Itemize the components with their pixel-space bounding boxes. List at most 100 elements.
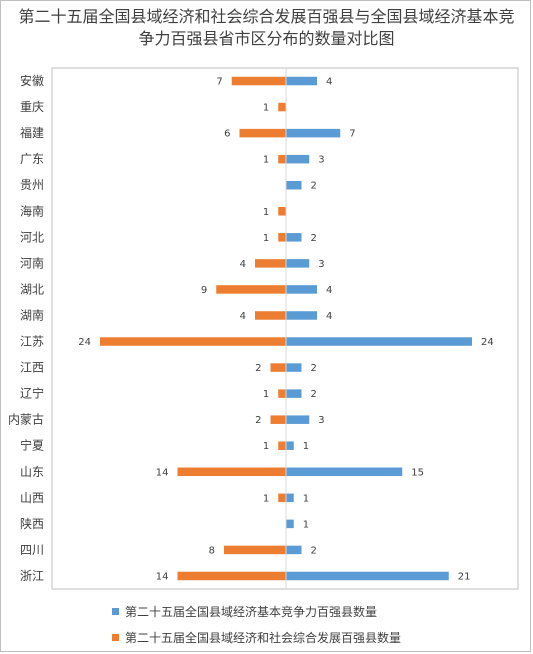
value-label-basic-competitiveness: 1 [303,441,309,452]
chart-title-line-1: 第二十五届全国县域经济和社会综合发展百强县与全国县域经济基本竞 [18,7,515,26]
bar-basic-competitiveness [286,154,310,164]
value-label-composite-development: 1 [263,493,269,504]
bar-composite-development [270,363,286,372]
value-label-basic-competitiveness: 4 [326,311,332,322]
value-label-basic-competitiveness: 21 [458,571,471,582]
value-label-composite-development: 1 [263,155,269,166]
value-label-basic-competitiveness: 7 [349,129,355,140]
value-label-basic-competitiveness: 3 [318,415,324,426]
value-label-composite-development: 2 [255,415,261,426]
value-label-basic-competitiveness: 4 [326,77,332,88]
bar-basic-competitiveness [286,571,449,581]
bar-composite-development [224,545,286,555]
category-label: 江西 [20,361,44,375]
value-label-basic-competitiveness: 4 [326,285,332,296]
value-label-composite-development: 1 [263,103,269,114]
category-label: 山东 [20,465,44,479]
value-label-basic-competitiveness: 1 [303,493,309,504]
value-label-basic-competitiveness: 24 [481,337,494,348]
value-label-composite-development: 4 [240,259,246,270]
category-label: 重庆 [20,100,44,114]
bar-basic-competitiveness [286,128,341,138]
value-label-composite-development: 14 [156,467,169,478]
value-label-composite-development: 1 [263,441,269,452]
category-label: 浙江 [20,569,44,583]
value-label-basic-competitiveness: 2 [311,233,317,244]
bar-basic-competitiveness [286,311,317,320]
bar-composite-development [216,285,286,294]
value-label-composite-development: 4 [240,311,246,322]
value-label-composite-development: 7 [216,77,222,88]
category-label: 广东 [20,152,44,166]
legend-item-series-1: 第二十五届全国县域经济基本竞争力百强县数量 [112,602,401,620]
bar-composite-development [255,259,286,268]
bar-composite-development [278,233,286,242]
category-label: 河北 [20,230,44,244]
legend-swatch-blue [112,607,119,615]
chart-title: 第二十五届全国县域经济和社会综合发展百强县与全国县域经济基本竞 争力百强县省市区… [0,6,533,50]
bar-composite-development [278,441,286,450]
bar-basic-competitiveness [286,76,317,86]
category-label: 四川 [20,543,44,557]
value-label-composite-development: 1 [263,233,269,244]
bar-composite-development [278,389,286,398]
value-label-basic-competitiveness: 2 [311,545,317,556]
bar-composite-development [278,207,286,216]
legend-item-series-2: 第二十五届全国县域经济和社会综合发展百强县数量 [112,628,401,646]
bar-basic-competitiveness [286,363,302,372]
bar-basic-competitiveness [286,259,310,268]
bar-basic-competitiveness [286,233,302,242]
category-label: 湖北 [20,281,44,296]
bar-composite-development [239,128,286,138]
value-label-basic-competitiveness: 1 [303,519,309,530]
value-label-composite-development: 14 [156,571,169,582]
category-label: 江苏 [20,335,44,349]
legend: 第二十五届全国县域经济基本竞争力百强县数量 第二十五届全国县域经济和社会综合发展… [112,602,401,654]
bar-basic-competitiveness [286,519,294,529]
value-label-basic-competitiveness: 3 [318,155,324,166]
category-label: 辽宁 [20,386,44,401]
value-label-composite-development: 1 [263,207,269,218]
value-label-composite-development: 1 [263,389,269,400]
bar-composite-development [177,571,286,581]
bar-basic-competitiveness [286,180,302,190]
bar-composite-development [255,311,286,320]
value-label-basic-competitiveness: 2 [311,389,317,400]
value-label-basic-competitiveness: 2 [311,181,317,192]
bar-basic-competitiveness [286,415,310,424]
category-label: 内蒙古 [8,412,44,427]
value-label-basic-competitiveness: 15 [411,467,424,478]
bar-composite-development [100,337,286,346]
category-label: 陕西 [20,516,44,531]
bar-composite-development [177,467,286,477]
value-label-basic-competitiveness: 3 [318,259,324,270]
value-label-composite-development: 24 [78,337,91,348]
legend-label-series-2: 第二十五届全国县域经济和社会综合发展百强县数量 [125,630,402,645]
legend-label-series-1: 第二十五届全国县域经济基本竞争力百强县数量 [125,604,378,619]
category-label: 福建 [20,125,44,140]
value-label-composite-development: 9 [201,285,207,296]
bar-basic-competitiveness [286,493,294,503]
bar-composite-development [278,154,286,164]
category-label: 宁夏 [20,438,44,453]
bar-basic-competitiveness [286,467,403,477]
plot-area-border [51,67,519,590]
value-label-composite-development: 6 [224,129,230,140]
bar-composite-development [270,415,286,424]
bar-composite-development [278,102,286,112]
bar-composite-development [278,493,286,503]
category-label: 贵州 [20,178,44,192]
category-label: 山西 [20,491,44,505]
category-label: 河南 [20,255,44,270]
bar-composite-development [231,76,286,86]
bar-basic-competitiveness [286,545,302,555]
category-label: 湖南 [20,307,44,322]
value-label-basic-competitiveness: 2 [311,363,317,374]
category-label: 海南 [20,203,44,218]
bars-layer [100,76,472,581]
chart-title-line-2: 争力百强县省市区分布的数量对比图 [138,29,395,48]
value-label-composite-development: 8 [209,545,215,556]
category-label: 安徽 [20,73,44,88]
